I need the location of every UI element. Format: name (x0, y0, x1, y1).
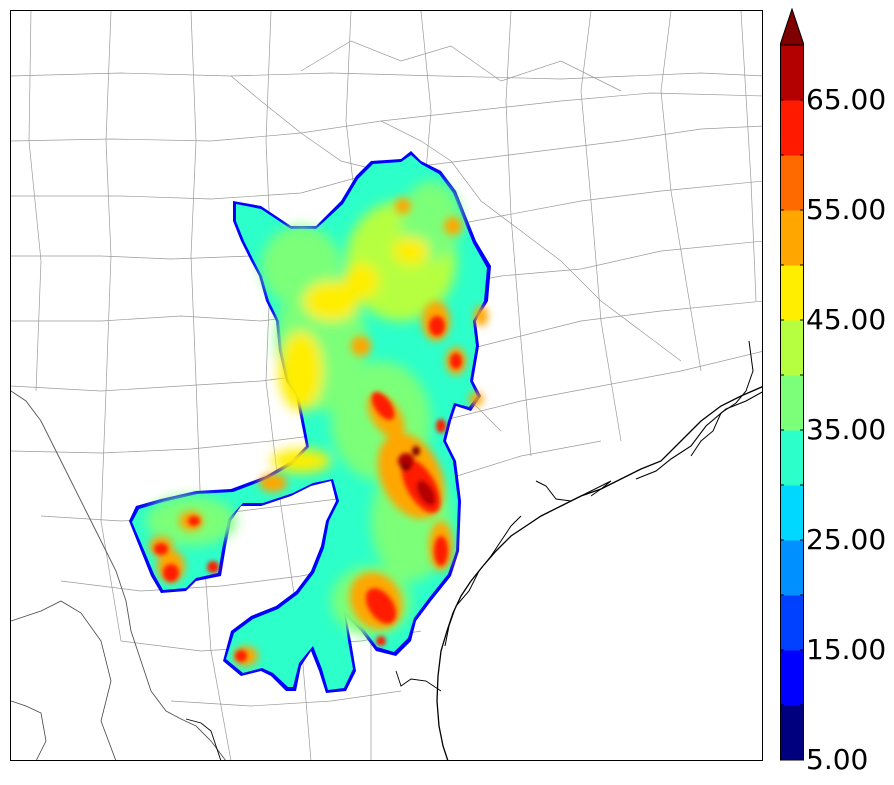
precip-field (129, 151, 491, 693)
colorbar-outline (780, 44, 804, 761)
colorbar-segment (780, 210, 804, 266)
colorbar-segment (780, 540, 804, 596)
colorbar-segment (780, 595, 804, 651)
colorbar-tick-label: 15.00 (806, 633, 887, 666)
coastline (436, 386, 762, 760)
colorbar-segment (780, 375, 804, 431)
colorbar-tick-label: 5.00 (806, 743, 869, 776)
colorbar-segment (780, 100, 804, 156)
precipitation-map (11, 11, 762, 760)
colorbar-segment (780, 155, 804, 211)
colorbar-tick-label: 25.00 (806, 523, 887, 556)
colorbar-tick-label: 35.00 (806, 413, 887, 446)
colorbar-segment (780, 430, 804, 486)
colorbar-segment (780, 265, 804, 321)
colorbar-extend-arrow (780, 8, 804, 46)
colorbar-segment (780, 45, 804, 101)
colorbar-segment (780, 650, 804, 706)
colorbar-segment (780, 485, 804, 541)
colorbar-segment (780, 320, 804, 376)
colorbar-segment (780, 705, 804, 761)
colorbar-tick-label: 45.00 (806, 303, 887, 336)
border-river (11, 390, 226, 760)
colorbar-tick-label: 65.00 (806, 83, 887, 116)
map-panel (10, 10, 763, 761)
colorbar-tick-label: 55.00 (806, 193, 887, 226)
colorbar (780, 8, 804, 761)
